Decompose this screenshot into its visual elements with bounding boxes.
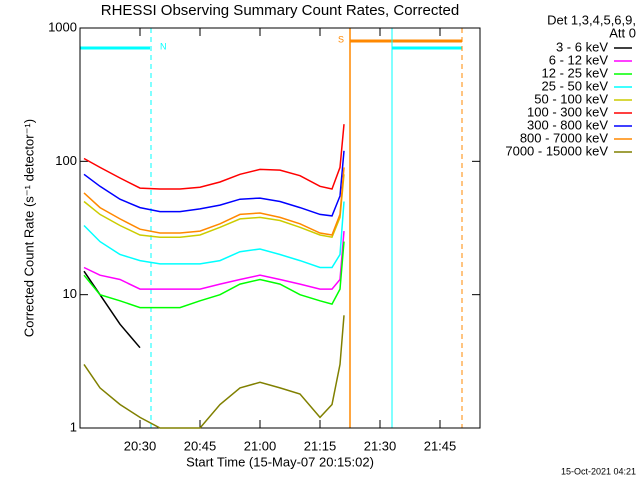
y-tick-label: 1000 <box>48 19 77 34</box>
x-tick-label: 21:30 <box>364 438 397 453</box>
x-tick-label: 21:45 <box>424 438 457 453</box>
annotation: N <box>160 41 167 51</box>
legend-label: 50 - 100 keV <box>534 91 608 106</box>
y-tick-label: 10 <box>63 286 77 301</box>
legend-label: 6 - 12 keV <box>549 52 609 67</box>
series-line <box>83 167 345 236</box>
series-line <box>83 270 141 349</box>
x-axis-label: Start Time (15-May-07 20:15:02) <box>186 454 374 469</box>
x-tick-label: 21:00 <box>244 438 277 453</box>
legend-header: Det 1,3,4,5,6,9, <box>547 12 636 27</box>
series-line <box>83 201 345 269</box>
series-line <box>83 315 345 429</box>
plot-frame <box>79 27 481 429</box>
y-tick-label: 1 <box>70 419 77 434</box>
legend-label: 300 - 800 keV <box>527 117 608 132</box>
series-line <box>83 231 345 290</box>
legend-label: 100 - 300 keV <box>527 104 608 119</box>
series-line <box>83 174 345 239</box>
series-line <box>83 150 345 217</box>
legend-label: 12 - 25 keV <box>542 65 609 80</box>
x-tick-label: 20:30 <box>124 438 157 453</box>
legend-label: 3 - 6 keV <box>556 39 608 54</box>
y-tick-label: 100 <box>55 153 77 168</box>
series-line <box>83 124 345 190</box>
series-line <box>83 241 345 309</box>
legend-label: 800 - 7000 keV <box>520 130 609 145</box>
y-axis-label: Corrected Count Rate (s⁻¹ detector⁻¹) <box>21 119 36 337</box>
annotation: S <box>338 34 344 44</box>
x-tick-label: 20:45 <box>184 438 217 453</box>
legend-header: Att 0 <box>609 25 636 40</box>
chart-title: RHESSI Observing Summary Count Rates, Co… <box>101 2 459 19</box>
footer: 15-Oct-2021 04:21 <box>561 466 636 476</box>
legend-label: 7000 - 15000 keV <box>505 143 608 158</box>
x-tick-label: 21:15 <box>304 438 337 453</box>
legend-label: 25 - 50 keV <box>542 78 609 93</box>
